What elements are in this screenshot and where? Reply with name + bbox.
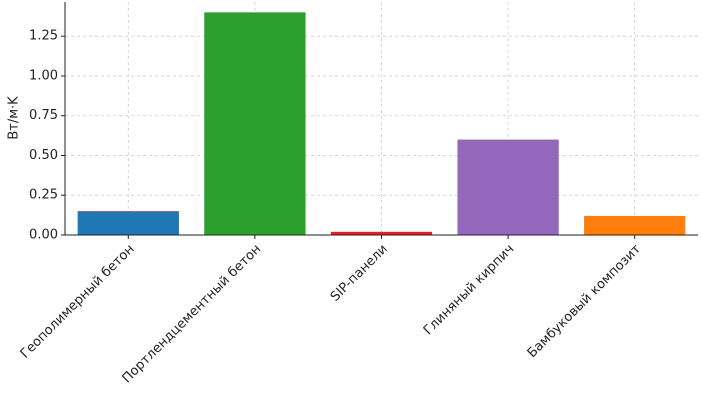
x-tick-label: Бамбуковый композит xyxy=(525,241,645,361)
x-tick-label: SIP-панели xyxy=(328,242,391,305)
x-tick-label: Геополимерный бетон xyxy=(18,242,138,362)
bar xyxy=(330,231,433,235)
y-tick-label: 1.00 xyxy=(29,68,58,83)
y-tick-label: 0.50 xyxy=(29,148,58,163)
x-tick-label: Глиняный кирпич xyxy=(421,242,518,339)
bar xyxy=(204,12,306,235)
bar xyxy=(457,139,559,235)
bar xyxy=(584,215,686,235)
x-tick-label: Портлендцементный бетон xyxy=(120,242,265,387)
bar xyxy=(77,211,179,235)
y-tick-label: 0.00 xyxy=(29,228,58,243)
y-tick-label: 1.25 xyxy=(29,29,58,44)
y-tick-label: 0.25 xyxy=(29,188,58,203)
y-tick-label: 0.75 xyxy=(29,108,58,123)
y-axis-label: Вт/м·K xyxy=(7,96,22,140)
